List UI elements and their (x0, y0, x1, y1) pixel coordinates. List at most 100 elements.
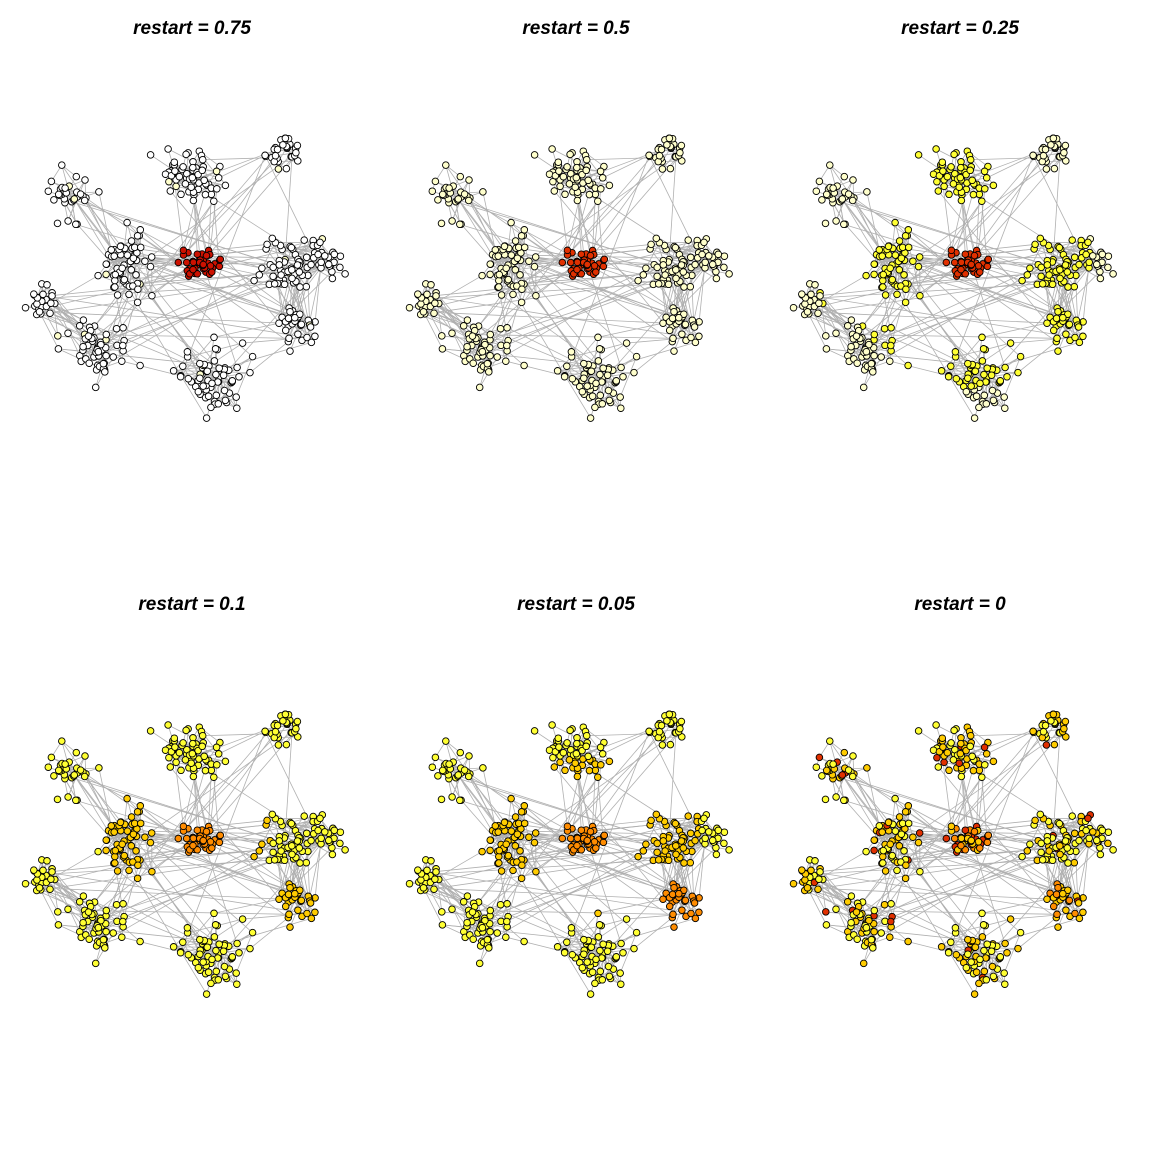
network-node (884, 242, 893, 251)
network-node (101, 368, 109, 376)
network-node (302, 253, 311, 262)
network-node (566, 258, 575, 267)
network-edge (602, 154, 650, 179)
network-node (880, 324, 889, 333)
network-node (978, 197, 986, 205)
network-node (901, 232, 910, 240)
network-node (268, 234, 277, 243)
network-node (307, 338, 316, 347)
network-edge (976, 244, 1036, 251)
network-node (273, 145, 282, 154)
network-node (274, 165, 283, 173)
network-graph (405, 134, 733, 422)
network-edge (417, 293, 692, 338)
network-node (1089, 252, 1097, 260)
network-node (194, 387, 203, 396)
network-edge (459, 223, 584, 263)
network-edge (249, 917, 289, 949)
network-node (210, 357, 219, 365)
network-node (1054, 307, 1062, 316)
network-node (822, 332, 830, 340)
network-edge (40, 851, 308, 891)
network-node (822, 345, 831, 353)
network-node (1023, 271, 1032, 279)
network-node (904, 226, 913, 234)
network-edge (50, 275, 99, 304)
network-node (123, 251, 132, 259)
network-node (677, 261, 686, 269)
network-edge (868, 259, 1054, 346)
network-node (500, 242, 509, 251)
network-edge (516, 252, 573, 287)
network-node (486, 260, 494, 268)
network-node (652, 234, 661, 243)
network-node (495, 283, 503, 291)
network-node (72, 220, 80, 229)
network-node (520, 226, 529, 234)
network-node (169, 367, 178, 375)
network-node (445, 184, 453, 192)
network-node (493, 353, 501, 361)
network-node (102, 351, 110, 360)
network-node (680, 310, 688, 318)
network-node (187, 183, 195, 191)
network-node (483, 359, 492, 368)
network-node (258, 264, 266, 272)
network-edge (507, 284, 525, 341)
network-node (596, 370, 604, 379)
network-node (932, 145, 940, 153)
network-node (1029, 151, 1037, 160)
network-node (955, 183, 963, 191)
network-node (670, 347, 678, 355)
network-node (847, 316, 856, 324)
network-node (219, 371, 228, 379)
network-node (405, 303, 414, 312)
network-node (296, 283, 304, 291)
network-node (1061, 261, 1070, 269)
network-edge (633, 341, 673, 373)
network-edge (41, 843, 322, 874)
network-node (64, 217, 72, 225)
network-node (134, 285, 142, 293)
network-node (865, 340, 873, 349)
network-edge (443, 194, 684, 273)
network-node (700, 238, 708, 247)
network-node (862, 347, 871, 356)
network-edge (810, 283, 1043, 299)
network-node (202, 414, 211, 422)
network-edge (281, 278, 293, 318)
network-node (594, 333, 602, 342)
network-node (555, 167, 563, 175)
network-node (829, 184, 837, 192)
network-node (85, 359, 93, 367)
network-node (112, 324, 121, 333)
network-node (895, 266, 904, 274)
network-node (966, 166, 974, 175)
network-node (586, 414, 595, 422)
network-node (595, 345, 604, 353)
network-node (887, 341, 895, 350)
network-edge (117, 870, 220, 945)
network-node (261, 151, 269, 160)
network-node (54, 190, 63, 199)
network-node (214, 400, 223, 408)
network-node (1052, 314, 1061, 323)
network-edge (208, 250, 263, 269)
network-node (900, 271, 908, 279)
network-edge (435, 292, 443, 336)
network-node (863, 188, 871, 196)
network-node (468, 332, 477, 340)
network-edge (42, 859, 275, 875)
network-node (672, 266, 680, 274)
network-node (491, 246, 500, 254)
network-edge (528, 261, 537, 296)
network-edge (59, 194, 300, 273)
network-node (279, 141, 287, 149)
network-node (189, 265, 197, 274)
network-node (600, 255, 609, 264)
panel-title: restart = 0.25 (901, 18, 1019, 39)
network-node (465, 176, 473, 184)
network-node (302, 282, 311, 291)
network-node (604, 386, 613, 395)
